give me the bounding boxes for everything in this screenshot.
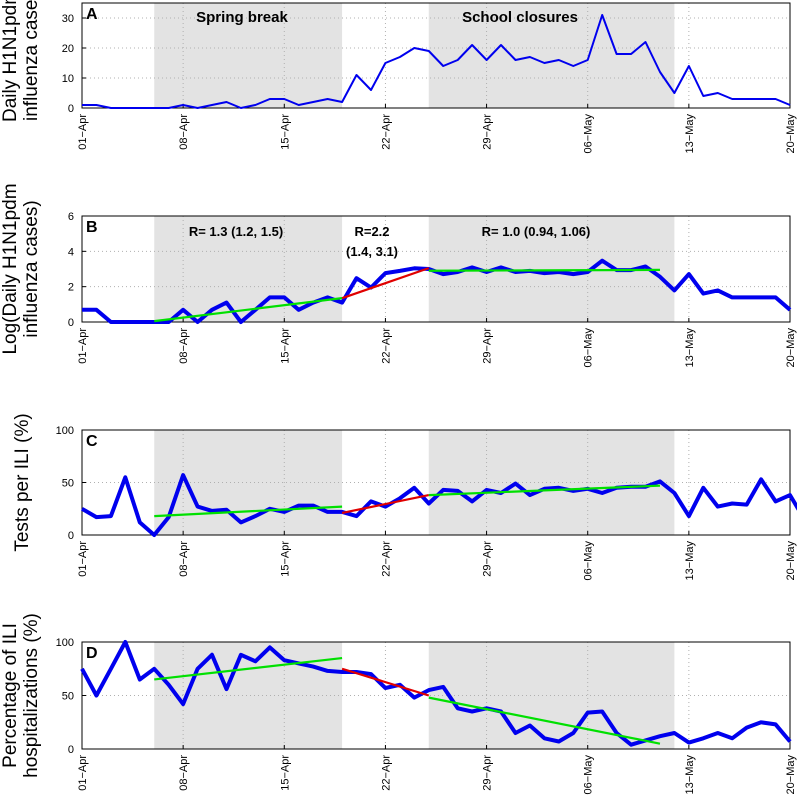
fit-line-green (428, 484, 661, 497)
x-tick-label: 29−Apr (482, 114, 494, 150)
y-tick-label: 50 (62, 691, 74, 703)
annotation-text: Spring break (196, 9, 288, 26)
x-tick-label: 01−Apr (77, 114, 89, 150)
y-tick-label: 0 (68, 317, 74, 329)
panel-label: C (86, 433, 98, 450)
shaded-period-school-closures (428, 3, 675, 108)
y-tick-label: 0 (68, 744, 74, 756)
x-tick-label: 06−May (583, 114, 595, 154)
x-tick-label: 01−Apr (77, 755, 89, 791)
y-tick-label: 20 (62, 43, 74, 55)
x-tick-label: 22−Apr (380, 328, 392, 364)
x-tick-label: 01−Apr (77, 541, 89, 577)
y-tick-label: 50 (62, 478, 74, 490)
y-axis-label-line: influenza cases (21, 0, 42, 121)
x-tick-label: 13−May (684, 328, 696, 368)
y-axis-label: Daily H1N1pdminfluenza cases (0, 0, 42, 122)
fit-line-red (341, 494, 429, 515)
y-tick-label: 100 (56, 425, 74, 437)
x-tick-label: 29−Apr (482, 541, 494, 577)
x-tick-label: 13−May (684, 114, 696, 154)
x-tick-label: 06−May (583, 541, 595, 581)
panel-d-ili-hospitalizations: 01−Apr 08−Apr 15−Apr 22−Apr 29−Apr 06−May 13−M… (0, 613, 797, 794)
annotation-text: R=2.2 (354, 224, 389, 239)
annotation-text: (1.4, 3.1) (346, 244, 398, 259)
x-tick-label: 06−May (583, 328, 595, 368)
y-axis-label: Log(Daily H1N1pdminfluenza cases) (0, 183, 42, 354)
x-tick-label: 20−May (785, 755, 797, 795)
x-tick-label: 15−Apr (279, 328, 291, 364)
shaded-period-school-closures (428, 430, 675, 535)
x-tick-label: 08−Apr (178, 541, 190, 577)
fit-line-green (428, 696, 661, 745)
y-axis-label: Percentage of ILIhospitalizations (%) (0, 613, 42, 778)
x-tick-label: 13−May (684, 541, 696, 581)
shaded-period-spring-break (154, 3, 343, 108)
y-axis-label-line: Daily H1N1pdm (0, 0, 21, 122)
panel-label: A (86, 6, 98, 23)
y-tick-label: 0 (68, 530, 74, 542)
fit-line-green (428, 268, 660, 272)
fit-line-red (341, 267, 430, 300)
fit-line-green (154, 297, 343, 323)
y-tick-label: 30 (62, 13, 74, 25)
fit-line-green (154, 505, 343, 518)
panel-a-daily-cases: 01−Apr 08−Apr 15−Apr 22−Apr 29−Apr 06−May 13−M… (0, 0, 797, 153)
data-series-line (82, 14, 791, 109)
x-tick-label: 22−Apr (380, 541, 392, 577)
y-axis-label-line: Tests per ILI (%) (12, 413, 33, 551)
fit-line-green (154, 656, 343, 681)
plot-frame (81, 2, 791, 109)
fit-line-red (341, 667, 430, 697)
x-tick-label: 15−Apr (279, 114, 291, 150)
annotation-text: School closures (462, 9, 578, 26)
y-axis-label-line: influenza cases) (21, 200, 42, 337)
x-tick-label: 13−May (684, 755, 696, 795)
x-tick-label: 20−May (785, 328, 797, 368)
x-tick-label: 08−Apr (178, 328, 190, 364)
x-tick-label: 20−May (785, 114, 797, 154)
panel-c-tests-per-ili: 01−Apr 08−Apr 15−Apr 22−Apr 29−Apr 06−May 13−M… (12, 413, 797, 580)
x-tick-label: 08−Apr (178, 755, 190, 791)
y-tick-label: 100 (56, 637, 74, 649)
x-tick-label: 29−Apr (482, 755, 494, 791)
data-series-line (81, 473, 797, 537)
annotation-text: R= 1.3 (1.2, 1.5) (189, 224, 283, 239)
plot-frame (81, 215, 791, 323)
y-tick-label: 4 (68, 246, 74, 258)
y-tick-label: 6 (68, 211, 74, 223)
y-axis-label-line: hospitalizations (%) (21, 613, 42, 778)
x-tick-label: 29−Apr (482, 328, 494, 364)
panel-label: B (86, 219, 98, 236)
y-axis-label: Tests per ILI (%) (12, 413, 33, 551)
x-tick-label: 06−May (583, 755, 595, 795)
x-tick-label: 22−Apr (380, 114, 392, 150)
y-tick-label: 2 (68, 282, 74, 294)
x-tick-label: 15−Apr (279, 755, 291, 791)
annotation-text: R= 1.0 (0.94, 1.06) (482, 224, 591, 239)
shaded-period-school-closures (428, 642, 675, 749)
y-axis-label-line: Percentage of ILI (0, 623, 21, 768)
panel-label: D (86, 645, 98, 662)
x-tick-label: 20−May (785, 541, 797, 581)
x-tick-label: 08−Apr (178, 114, 190, 150)
y-tick-label: 10 (62, 73, 74, 85)
data-series-line (80, 640, 792, 747)
x-tick-label: 22−Apr (380, 755, 392, 791)
panel-b-log-daily-cases: 01−Apr 08−Apr 15−Apr 22−Apr 29−Apr 06−May 13−M… (0, 183, 797, 367)
y-tick-label: 0 (68, 103, 74, 115)
x-tick-label: 01−Apr (77, 328, 89, 364)
x-tick-label: 15−Apr (279, 541, 291, 577)
y-axis-label-line: Log(Daily H1N1pdm (0, 183, 21, 354)
